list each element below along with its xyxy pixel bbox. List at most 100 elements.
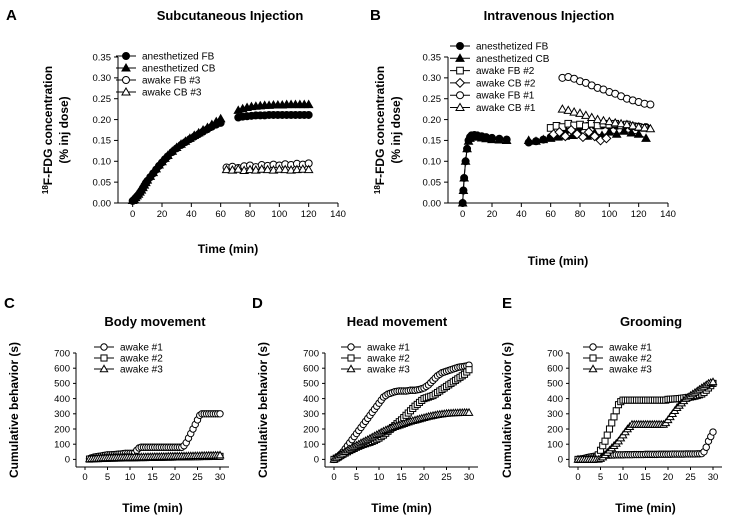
panel-e-x-tick-label: 15 [640,472,651,483]
panel-a-legend-label: awake FB #3 [142,76,201,87]
panel-a-x-tick-label: 20 [157,209,168,220]
panel-e-legend-entry: awake #2 [583,354,652,365]
panel-c-y-tick-label: 0 [65,455,70,466]
panel-e-y-tick-label: 600 [547,364,563,375]
panel-e-y-tick-label: 100 [547,440,563,451]
panel-c-x-tick-label: 30 [215,472,226,483]
panel-e-data-point [601,437,609,445]
panel-d-data-point [465,366,473,374]
panel-b-data-point [523,135,534,144]
panel-b-legend-entry: awake FB #1 [450,91,535,102]
panel-b-title: Intravenous Injection [484,8,615,23]
panel-c-y-tick-label: 500 [54,379,70,390]
panel-c-y-tick-label: 200 [54,424,70,435]
panel-b-x-tick-label: 60 [545,209,556,220]
panel-c-legend-label: awake #3 [120,365,163,376]
panel-b-data-point [487,134,497,144]
panel-b-y-tick-label: 0.30 [423,73,442,84]
panel-b-data-point [560,131,571,142]
panel-b-data-point [619,126,629,135]
panel-d-x-tick-label: 5 [354,472,359,483]
panel-e-legend-label: awake #2 [609,354,652,365]
panel-b-data-point [586,112,597,122]
panel-a-data-point [274,164,285,173]
panel-b-y-axis-label: 18F-FDG concentration [373,66,387,194]
panel-e-legend-marker [588,364,598,373]
panel-b-data-point [601,133,612,144]
panel-e-x-tick-label: 5 [598,472,603,483]
panel-a-title: Subcutaneous Injection [157,8,304,23]
panel-d-x-tick-label: 10 [374,472,385,483]
panel-d-legend-label: awake #2 [367,354,410,365]
panel-a-data-point [286,165,296,174]
panel-c-data-point [216,410,224,418]
panel-e-x-axis-label: Time (min) [615,501,675,515]
panel-e-legend-entry: awake #3 [583,364,652,376]
panel-a-legend-marker [122,52,130,60]
panel-e-y-tick-label: 700 [547,348,563,359]
panel-e-data-point [708,377,718,386]
panel-b-series-awake-fb-1 [558,73,655,109]
panel-b-data-point [554,127,565,138]
panel-a-y-tick-label: 0.10 [93,157,112,168]
panel-b-data-point [569,107,580,116]
panel-b-data-point [538,134,549,144]
panel-a-y-tick-label: 0.20 [93,115,112,126]
panel-b-legend-marker [456,91,464,100]
panel-c-title: Body movement [104,314,206,329]
panel-d-y-tick-label: 200 [303,424,319,435]
panel-e-series-awake-3 [573,377,718,463]
panel-b-legend-label: anesthetized CB [476,54,550,65]
panel-b-x-tick-label: 140 [660,209,676,220]
panel-d-series-awake-3 [329,407,474,463]
panel-b-legend-entry: awake FB #2 [450,66,535,77]
panel-b-legend-label: awake FB #1 [476,91,535,102]
panel-b-data-point [458,185,469,195]
panel-b-y-tick-label: 0.15 [423,136,442,147]
panel-c-legend-entry: awake #3 [94,364,163,376]
panel-c-x-tick-label: 5 [105,472,110,483]
panel-a-data-point [256,164,267,173]
panel-b-legend-marker [455,102,465,112]
panel-a-y-axis-label: 18F-FDG concentration [41,66,55,194]
panel-b-data-point [604,127,615,136]
panel-b-y-axis-label-main: F-FDG concentration [373,66,387,185]
panel-b-y-tick-label: 0.20 [423,115,442,126]
panel-a-data-point [292,164,302,174]
panel-d-title: Head movement [347,314,448,329]
panel-c-series-awake-3 [84,450,225,463]
panel-a-y-tick-label: 0.35 [93,52,112,63]
panel-d-legend-label: awake #1 [367,343,410,354]
panel-e-legend-entry: awake #1 [583,343,652,354]
panel-d-y-tick-label: 0 [314,455,319,466]
panel-a-x-tick-label: 100 [271,209,287,220]
panel-b-letter: B [370,7,381,24]
panel-a-legend-label: anesthetized CB [142,64,216,75]
panel-c-y-tick-label: 600 [54,364,70,375]
panel-b-data-point [494,134,505,144]
panel-b-x-tick-label: 100 [601,209,617,220]
panel-b-legend-label: awake CB #1 [476,103,536,114]
panel-b-data-point [457,197,468,207]
panel-b-series-anesthetized-cb [457,126,651,207]
panel-c-y-tick-label: 300 [54,409,70,420]
panel-a-y-tick-label: 0.25 [93,94,112,105]
panel-d-x-tick-label: 30 [464,472,475,483]
panel-a-series-awake-cb-3 [221,164,314,174]
panel-c-data-point [215,450,225,459]
panel-b-y-tick-label: 0.05 [423,177,442,188]
panel-b-y-tick-label: 0.35 [423,52,442,63]
panel-b-data-point [646,100,655,109]
panel-d-legend-marker [347,343,355,351]
panel-a-x-tick-label: 80 [245,209,256,220]
panel-b-data-point [459,172,470,182]
panel-e-title: Grooming [620,314,682,329]
panel-e-legend-marker [589,343,597,351]
panel-a-y-tick-label: 0.30 [93,73,112,84]
panel-c-y-tick-label: 100 [54,440,70,451]
panel-a-legend-marker [122,76,130,84]
panel-b-data-point [610,117,621,127]
panel-c-x-axis-label: Time (min) [122,501,182,515]
panel-b-legend-label: anesthetized FB [476,42,549,53]
panel-d-y-tick-label: 400 [303,394,319,405]
